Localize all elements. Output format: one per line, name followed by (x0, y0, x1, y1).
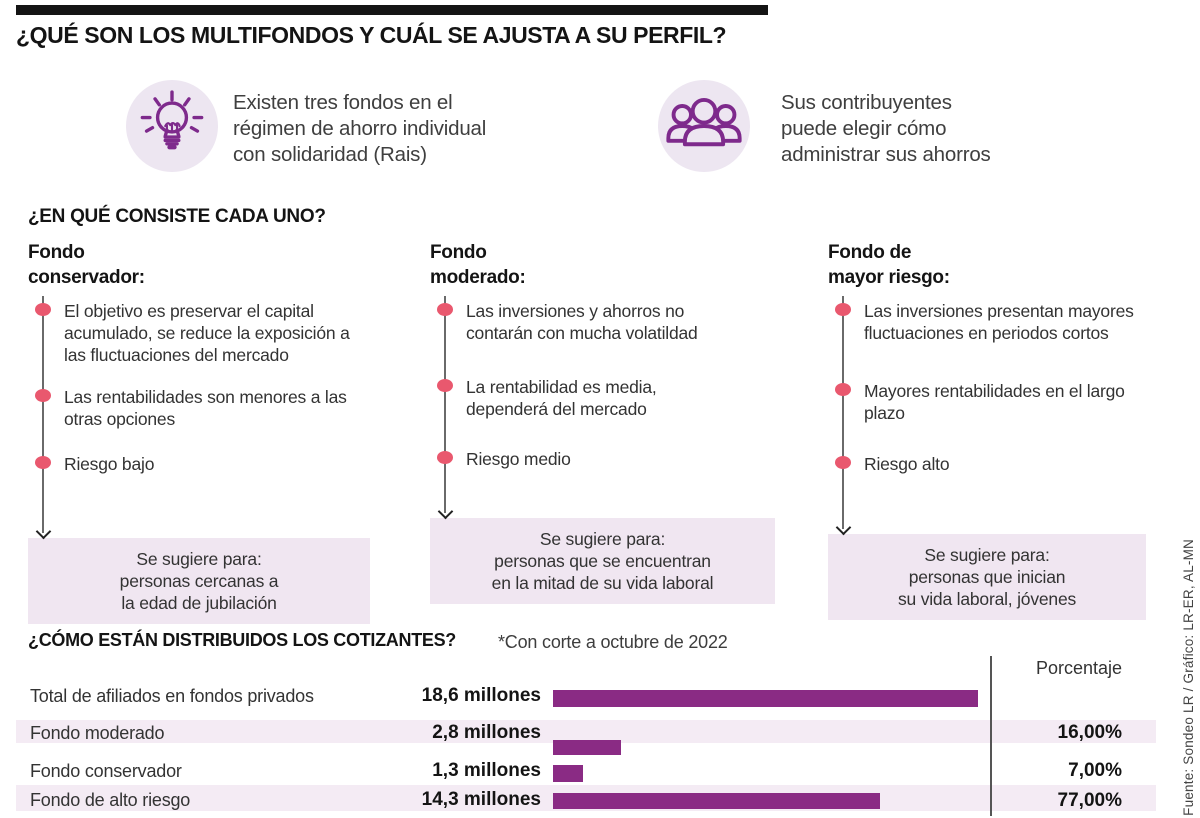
row-band (16, 720, 1156, 743)
bar-conservador (553, 765, 583, 782)
row-percent: 16,00% (1057, 722, 1122, 743)
fund-name: Fondo moderado: (430, 242, 526, 288)
bullet-dot-icon (835, 383, 851, 396)
page-title: ¿QUÉ SON LOS MULTIFONDOS Y CUÁL SE AJUST… (16, 22, 727, 48)
fund-bullet: Riesgo alto (828, 453, 1194, 475)
bar-alto-riesgo (553, 793, 881, 809)
bullet-dot-icon (35, 456, 51, 469)
fund-bullet: La rentabilidad es media, dependerá del … (430, 376, 796, 420)
row-value: 18,6 millones (421, 685, 541, 706)
intro-item-contributors (658, 80, 750, 172)
bullet-text: El objetivo es preservar el capital acum… (64, 301, 350, 365)
distribution-chart: Porcentaje Total de afiliados en fondos … (16, 656, 1156, 816)
bullet-text: Las rentabilidades son menores a las otr… (64, 387, 347, 429)
connector-line (842, 296, 844, 529)
fund-bullet: Las inversiones y ahorros no contarán co… (430, 300, 796, 344)
suggestion-box: Se sugiere para: personas que inician su… (828, 534, 1146, 620)
bullet-text: Las inversiones presentan mayores fluctu… (864, 301, 1134, 343)
row-label: Fondo conservador (30, 761, 182, 781)
bullet-dot-icon (35, 303, 51, 316)
bar-total (553, 690, 978, 707)
fund-bullets: El objetivo es preservar el capital acum… (28, 296, 418, 540)
source-credit: Fuente: Sondeo LR / Gráfico: LR-ER, AL-M… (1181, 539, 1196, 816)
intro-item-funds (126, 80, 218, 172)
row-value: 14,3 millones (421, 789, 541, 810)
intro-text-contributors: Sus contribuyentes puede elegir cómo adm… (781, 91, 991, 166)
fund-bullets: Las inversiones y ahorros no contarán co… (430, 296, 820, 520)
top-bar (16, 5, 768, 15)
row-value: 1,3 millones (432, 760, 541, 781)
fund-bullet: El objetivo es preservar el capital acum… (28, 300, 394, 366)
down-arrow-icon (437, 503, 454, 520)
fund-bullet: Las rentabilidades son menores a las otr… (28, 386, 394, 430)
fund-column-mayor-riesgo: Fondo de mayor riesgo: Las inversiones p… (828, 240, 1188, 620)
intro-text-funds: Existen tres fondos en el régimen de aho… (233, 91, 487, 166)
people-icon (664, 86, 744, 166)
suggestion-box: Se sugiere para: personas cercanas a la … (28, 538, 370, 624)
bullet-dot-icon (437, 379, 453, 392)
down-arrow-icon (835, 519, 852, 536)
bullet-text: Riesgo medio (466, 449, 571, 469)
bullet-text: La rentabilidad es media, dependerá del … (466, 377, 657, 419)
chart-note: *Con corte a octubre de 2022 (498, 632, 728, 652)
section-heading-consiste: ¿EN QUÉ CONSISTE CADA UNO? (28, 206, 326, 227)
chart-heading: ¿CÓMO ESTÁN DISTRIBUIDOS LOS COTIZANTES? (28, 630, 456, 650)
bullet-text: Riesgo bajo (64, 454, 155, 474)
fund-name: Fondo conservador: (28, 242, 145, 288)
fund-column-conservador: Fondo conservador: El objetivo es preser… (28, 240, 418, 624)
bullet-dot-icon (835, 456, 851, 469)
bullet-dot-icon (35, 389, 51, 402)
bullet-dot-icon (835, 303, 851, 316)
bullet-dot-icon (437, 303, 453, 316)
bullet-text: Las inversiones y ahorros no contarán co… (466, 301, 698, 343)
fund-name: Fondo de mayor riesgo: (828, 242, 950, 288)
row-percent: 77,00% (1057, 790, 1122, 811)
bullet-text: Riesgo alto (864, 454, 950, 474)
connector-line (42, 296, 44, 533)
row-label: Fondo de alto riesgo (30, 790, 191, 810)
fund-bullet: Las inversiones presentan mayores fluctu… (828, 300, 1194, 344)
bullet-dot-icon (437, 451, 453, 464)
separator-line (990, 656, 992, 816)
suggestion-box: Se sugiere para: personas que se encuent… (430, 518, 775, 604)
bullet-text: Mayores rentabilidades en el largo plazo (864, 381, 1125, 423)
lightbulb-icon (133, 87, 211, 165)
row-value: 2,8 millones (432, 722, 541, 743)
row-label: Fondo moderado (30, 723, 165, 743)
fund-bullet: Riesgo bajo (28, 453, 394, 475)
row-percent: 7,00% (1068, 760, 1122, 781)
connector-line (444, 296, 446, 513)
fund-bullets: Las inversiones presentan mayores fluctu… (828, 296, 1188, 536)
row-label: Total de afiliados en fondos privados (30, 686, 314, 706)
fund-column-moderado: Fondo moderado: Las inversiones y ahorro… (430, 240, 820, 604)
fund-bullet: Mayores rentabilidades en el largo plazo (828, 380, 1194, 424)
down-arrow-icon (35, 523, 52, 540)
bar-moderado (553, 740, 621, 755)
fund-bullet: Riesgo medio (430, 448, 796, 470)
percent-column-header: Porcentaje (1035, 658, 1122, 678)
